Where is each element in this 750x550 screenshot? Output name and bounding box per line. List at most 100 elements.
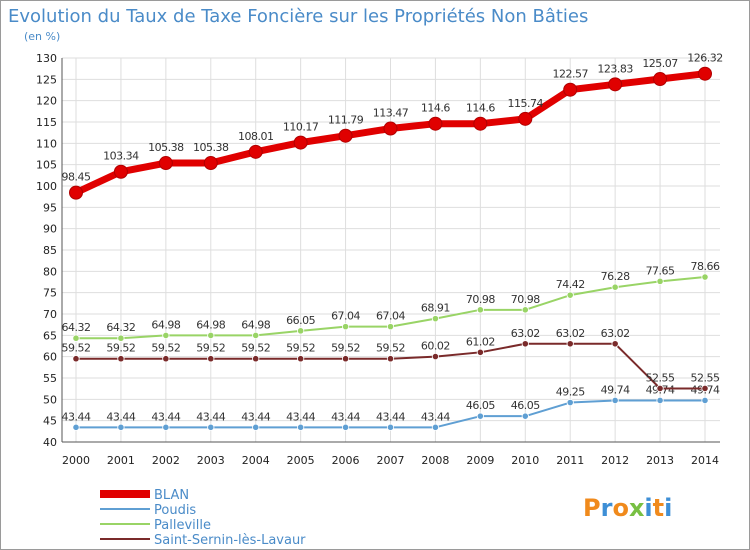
- data-label-1: 43.44: [151, 410, 180, 423]
- x-tick-label: 2007: [377, 454, 405, 467]
- series-point-1: [252, 423, 260, 431]
- data-label-2: 70.98: [466, 293, 495, 306]
- y-tick-label: 105: [36, 159, 57, 172]
- legend: BLANPoudisPallevilleSaint-Sernin-lès-Lav…: [100, 488, 306, 548]
- series-point-2: [476, 306, 484, 314]
- series-point-0: [158, 156, 173, 171]
- data-label-0: 125.07: [642, 57, 678, 70]
- x-tick-label: 2008: [421, 454, 449, 467]
- series-point-1: [701, 396, 709, 405]
- data-label-1: 43.44: [421, 410, 450, 423]
- x-tick-label: 2010: [511, 454, 539, 467]
- series-point-1: [566, 398, 574, 407]
- series-point-3: [656, 384, 664, 393]
- y-tick-label: 95: [43, 201, 57, 214]
- data-label-0: 113.47: [373, 107, 409, 120]
- data-label-0: 111.79: [328, 114, 364, 127]
- data-label-2: 66.05: [286, 314, 315, 327]
- x-tick-label: 2005: [287, 454, 315, 467]
- data-label-1: 46.05: [511, 399, 540, 412]
- x-tick-label: 2002: [152, 454, 180, 467]
- series-point-0: [473, 116, 488, 131]
- data-label-3: 63.02: [601, 327, 630, 340]
- series-point-0: [563, 82, 578, 97]
- data-label-3: 61.02: [466, 335, 495, 348]
- data-label-0: 105.38: [193, 141, 229, 154]
- data-label-2: 67.04: [331, 310, 360, 323]
- y-tick-label: 120: [36, 95, 57, 108]
- data-label-0: 108.01: [238, 130, 274, 143]
- series-point-2: [72, 334, 80, 342]
- data-label-1: 43.44: [241, 410, 270, 423]
- data-label-1: 43.44: [62, 410, 91, 423]
- data-label-3: 63.02: [511, 327, 540, 340]
- series-point-1: [386, 423, 395, 431]
- series-point-3: [341, 355, 350, 363]
- data-label-0: 122.57: [552, 68, 588, 81]
- series-point-3: [701, 384, 709, 393]
- data-label-0: 114.6: [466, 102, 495, 115]
- series-point-3: [386, 355, 395, 363]
- x-tick-label: 2006: [332, 454, 360, 467]
- data-label-2: 64.32: [106, 321, 135, 334]
- data-label-3: 59.52: [331, 342, 360, 355]
- series-point-0: [608, 77, 623, 92]
- data-label-2: 78.66: [691, 260, 720, 273]
- y-tick-label: 125: [36, 73, 57, 86]
- legend-label-1: Poudis: [154, 503, 196, 518]
- series-point-2: [252, 331, 260, 340]
- series-point-2: [611, 283, 619, 291]
- y-tick-label: 115: [36, 116, 57, 129]
- data-label-1: 43.44: [331, 410, 360, 423]
- data-label-3: 59.52: [196, 342, 225, 355]
- series-point-1: [341, 423, 350, 431]
- series-point-1: [117, 423, 125, 431]
- data-label-2: 64.98: [241, 318, 270, 331]
- data-label-3: 59.52: [286, 342, 315, 355]
- data-label-2: 64.98: [196, 318, 225, 331]
- x-tick-label: 2004: [242, 454, 270, 467]
- axes: [61, 58, 720, 443]
- series-point-2: [297, 327, 305, 335]
- x-tick-label: 2014: [691, 454, 719, 467]
- series-point-2: [521, 306, 529, 314]
- series-point-0: [383, 121, 398, 136]
- y-tick-label: 75: [43, 287, 57, 300]
- data-label-2: 68.91: [421, 302, 450, 315]
- data-label-3: 59.52: [151, 342, 180, 355]
- series-point-2: [566, 291, 574, 299]
- series-point-1: [611, 396, 619, 405]
- series-point-2: [341, 323, 350, 331]
- data-label-0: 126.32: [687, 52, 723, 65]
- x-tick-label: 2000: [62, 454, 90, 467]
- series-point-0: [203, 156, 218, 171]
- series-layer: 43.44 43.44 43.44 43.44 43.44 43.44 43.44 43.44…: [62, 52, 723, 431]
- x-axis-ticks: 2000 2001 2002 2003 2004 2005 2006 2007 2008 2009…: [62, 454, 719, 467]
- series-point-0: [293, 135, 308, 150]
- series-point-3: [162, 355, 170, 363]
- data-label-0: 98.45: [62, 171, 91, 184]
- y-tick-label: 45: [43, 415, 57, 428]
- series-point-3: [297, 355, 305, 363]
- series-point-0: [518, 111, 533, 126]
- data-label-3: 59.52: [62, 342, 91, 355]
- data-label-3: 52.55: [691, 371, 720, 384]
- data-label-3: 59.52: [241, 342, 270, 355]
- series-point-0: [428, 116, 443, 131]
- y-tick-label: 85: [43, 244, 57, 257]
- series-point-2: [386, 323, 395, 331]
- x-tick-label: 2012: [601, 454, 629, 467]
- y-axis-ticks: 40 45 50 55 60 65 70 75 80 85 90 95 100 105 110 115 120 1…: [36, 52, 57, 449]
- legend-label-3: Saint-Sernin-lès-Lavaur: [154, 533, 306, 548]
- data-label-1: 46.05: [466, 399, 495, 412]
- data-label-2: 77.65: [646, 264, 675, 277]
- series-point-3: [476, 348, 484, 356]
- series-point-1: [207, 423, 215, 431]
- series-point-3: [521, 340, 529, 348]
- series-point-1: [162, 423, 170, 431]
- series-point-3: [431, 352, 440, 361]
- y-tick-label: 130: [36, 52, 57, 65]
- series-point-1: [431, 423, 440, 431]
- chart-title: Evolution du Taux de Taxe Foncière sur l…: [8, 6, 588, 27]
